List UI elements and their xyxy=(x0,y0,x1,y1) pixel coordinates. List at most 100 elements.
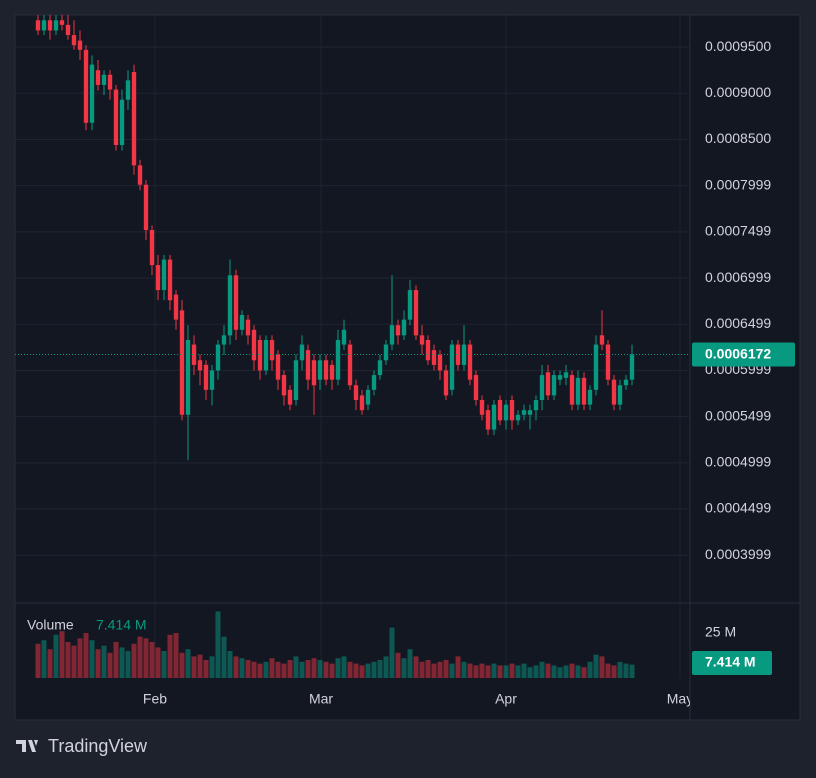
volume-bar xyxy=(245,660,251,678)
volume-bar xyxy=(59,631,65,678)
candle-body xyxy=(461,344,467,365)
candle-body xyxy=(629,354,635,380)
volume-bar xyxy=(407,649,413,678)
volume-bar xyxy=(161,651,167,678)
candle-body xyxy=(347,344,353,386)
candle-body xyxy=(617,385,623,405)
volume-bar xyxy=(395,652,401,678)
candle-body xyxy=(419,335,425,345)
volume-bar xyxy=(383,656,389,678)
candle-body xyxy=(491,404,497,430)
volume-bar xyxy=(293,656,299,678)
volume-bar xyxy=(551,665,557,678)
volume-bar xyxy=(77,638,83,678)
volume-bar xyxy=(539,661,545,678)
candle-body xyxy=(239,315,245,330)
candle-body xyxy=(113,89,119,145)
volume-bar xyxy=(485,665,491,678)
volume-bar xyxy=(593,654,599,678)
volume-bar xyxy=(125,651,131,678)
candle-body xyxy=(563,372,569,378)
volume-bar xyxy=(545,663,551,678)
candle-body xyxy=(119,99,125,145)
candle-body xyxy=(611,379,617,405)
candle-body xyxy=(287,389,293,405)
volume-bar xyxy=(509,663,515,678)
volume-bar xyxy=(569,663,575,678)
volume-bar xyxy=(581,667,587,678)
candle-body xyxy=(203,364,209,390)
candle-body xyxy=(101,74,107,85)
volume-bar xyxy=(347,661,353,678)
volume-bar xyxy=(629,664,635,678)
candle-body xyxy=(485,410,491,430)
volume-bar xyxy=(329,663,335,678)
volume-bar xyxy=(401,658,407,678)
candle-body xyxy=(473,375,479,401)
volume-bar xyxy=(41,640,47,678)
volume-bar xyxy=(185,649,191,678)
volume-bar xyxy=(191,656,197,678)
volume-bar xyxy=(167,634,173,678)
candle-body xyxy=(107,74,113,90)
volume-bar xyxy=(533,665,539,678)
candle-body xyxy=(197,360,203,371)
candle-body xyxy=(521,410,527,415)
volume-bar xyxy=(197,654,203,678)
volume-bar xyxy=(317,660,323,678)
candles: Feb Mar Apr May xyxy=(35,15,690,707)
candle-body xyxy=(269,339,275,361)
candle-body xyxy=(275,354,281,380)
volume-badge-label: 7.414 M xyxy=(705,654,756,670)
candle-body xyxy=(575,377,581,405)
volume-bar xyxy=(497,665,503,678)
y-tick-label: 0.0008500 xyxy=(705,130,771,146)
candle-body xyxy=(263,339,269,371)
candle-body xyxy=(413,290,419,336)
candle-body xyxy=(227,275,233,336)
volume-bar xyxy=(173,633,179,678)
candle-body xyxy=(515,414,521,421)
candle-body xyxy=(353,385,359,401)
candle-body xyxy=(311,360,317,386)
volume-bar xyxy=(281,663,287,678)
volume-bar xyxy=(515,665,521,678)
candle-body xyxy=(89,64,95,123)
candle-body xyxy=(323,360,329,380)
candle-body xyxy=(497,400,503,421)
candle-body xyxy=(233,275,239,330)
volume-bar xyxy=(323,661,329,678)
volume-bar xyxy=(599,656,605,678)
volume-bar xyxy=(119,647,125,678)
candle-body xyxy=(77,40,83,50)
volume-legend-value: 7.414 M xyxy=(96,617,147,633)
volume-bar xyxy=(227,651,233,678)
volume-bar xyxy=(431,663,437,678)
volume-bar xyxy=(287,660,293,678)
volume-bar xyxy=(179,652,185,678)
volume-bar xyxy=(239,658,245,678)
brand: TradingView xyxy=(48,736,148,756)
candle-body xyxy=(593,344,599,390)
volume-bar xyxy=(587,661,593,678)
volume-bar xyxy=(113,642,119,678)
volume-bar xyxy=(101,645,107,678)
candle-body xyxy=(359,395,365,411)
volume-bar xyxy=(335,658,341,678)
volume-bar xyxy=(65,642,71,678)
volume-bar xyxy=(89,640,95,678)
volume-bar xyxy=(47,649,53,678)
candle-body xyxy=(377,360,383,376)
y-tick-label: 0.0004499 xyxy=(705,500,771,516)
y-tick-label: 0.0007999 xyxy=(705,176,771,192)
candle-body xyxy=(59,20,65,25)
volume-bar xyxy=(557,667,563,678)
volume-bar xyxy=(137,636,143,678)
y-tick-label: 0.0009000 xyxy=(705,84,771,100)
volume-bar xyxy=(149,642,155,678)
volume-bar xyxy=(83,633,89,678)
volume-bar xyxy=(617,661,623,678)
candle-body xyxy=(365,389,371,405)
candle-body xyxy=(71,35,77,46)
volume-bar xyxy=(479,663,485,678)
